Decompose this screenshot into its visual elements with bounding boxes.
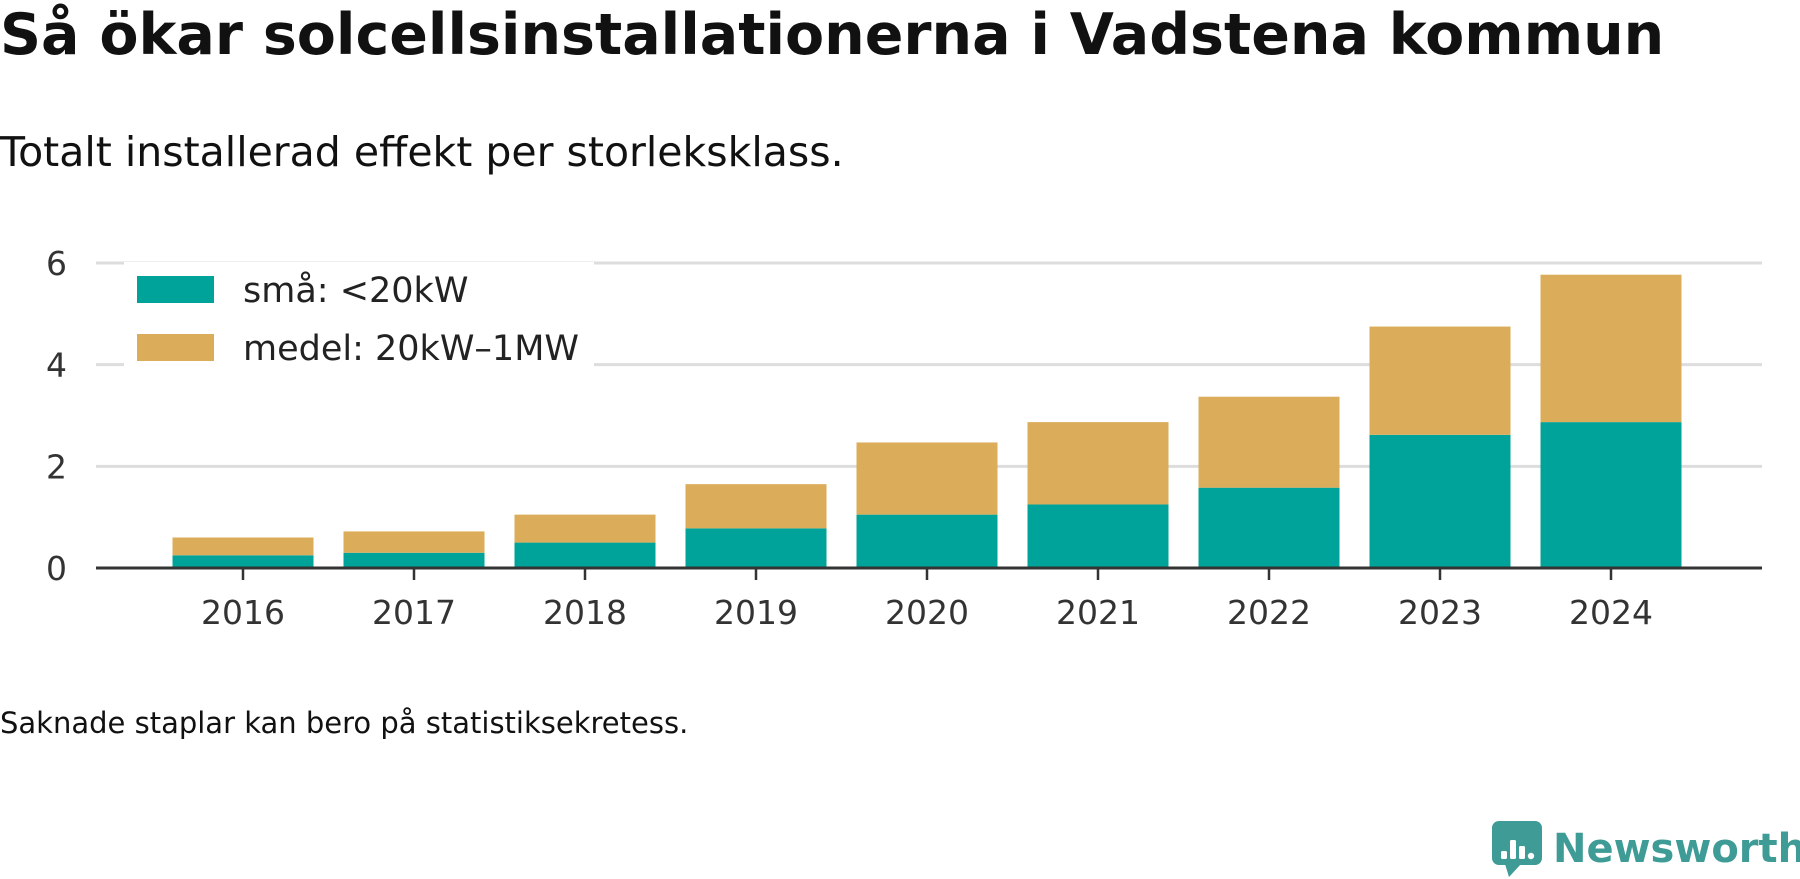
x-tick-label: 2017 bbox=[372, 593, 456, 632]
bar-segment-sma bbox=[1027, 504, 1169, 568]
bar-segment-sma bbox=[1198, 487, 1340, 568]
bar-segment-medel bbox=[1369, 326, 1511, 435]
x-tick-label: 2024 bbox=[1569, 593, 1653, 632]
bar-segment-medel bbox=[172, 537, 314, 556]
bar-segment-medel bbox=[685, 484, 827, 529]
x-tick-label: 2018 bbox=[543, 593, 627, 632]
chart-title: Så ökar solcellsinstallationerna i Vadst… bbox=[0, 2, 1665, 68]
newsworthy-logo-icon bbox=[1492, 821, 1542, 877]
footnote: Saknade staplar kan bero på statistiksek… bbox=[0, 706, 689, 740]
chart-subtitle: Totalt installerad effekt per storlekskl… bbox=[0, 128, 844, 176]
x-tick-label: 2022 bbox=[1227, 593, 1311, 632]
bar-segment-sma bbox=[1369, 434, 1511, 568]
x-tick-label: 2023 bbox=[1398, 593, 1482, 632]
x-tick-label: 2021 bbox=[1056, 593, 1140, 632]
bar-segment-sma bbox=[514, 542, 656, 568]
bar-segment-medel bbox=[856, 442, 998, 515]
bar-segment-sma bbox=[1540, 422, 1682, 568]
bar-segment-sma bbox=[343, 552, 485, 568]
bar-segment-sma bbox=[856, 514, 998, 568]
newsworthy-wordmark: Newsworthy bbox=[1553, 826, 1800, 872]
bar-segment-sma bbox=[172, 555, 314, 568]
x-tick-label: 2020 bbox=[885, 593, 969, 632]
bar-segment-medel bbox=[1027, 422, 1169, 505]
x-tick-label: 2016 bbox=[201, 593, 285, 632]
legend-swatch bbox=[137, 276, 214, 303]
bar-segment-medel bbox=[343, 531, 485, 553]
y-tick-label: 6 bbox=[46, 244, 67, 283]
legend-label: små: <20kW bbox=[243, 270, 468, 311]
bar-segment-sma bbox=[685, 528, 827, 568]
legend-swatch bbox=[137, 334, 214, 361]
y-tick-label: 0 bbox=[46, 549, 67, 588]
bar-segment-medel bbox=[1540, 274, 1682, 423]
x-tick-label: 2019 bbox=[714, 593, 798, 632]
stacked-bar-chart: 0 2 4 6 2016 2017 2018 2019 2020 2021 2022 2023 2024… bbox=[46, 244, 1762, 632]
newsworthy-logo: Newsworthy bbox=[1491, 820, 1800, 878]
bar-segment-medel bbox=[1198, 396, 1340, 488]
legend-label: medel: 20kW–1MW bbox=[243, 329, 579, 369]
bar-segment-medel bbox=[514, 514, 656, 543]
y-tick-label: 4 bbox=[46, 346, 67, 385]
y-tick-label: 2 bbox=[46, 447, 67, 486]
